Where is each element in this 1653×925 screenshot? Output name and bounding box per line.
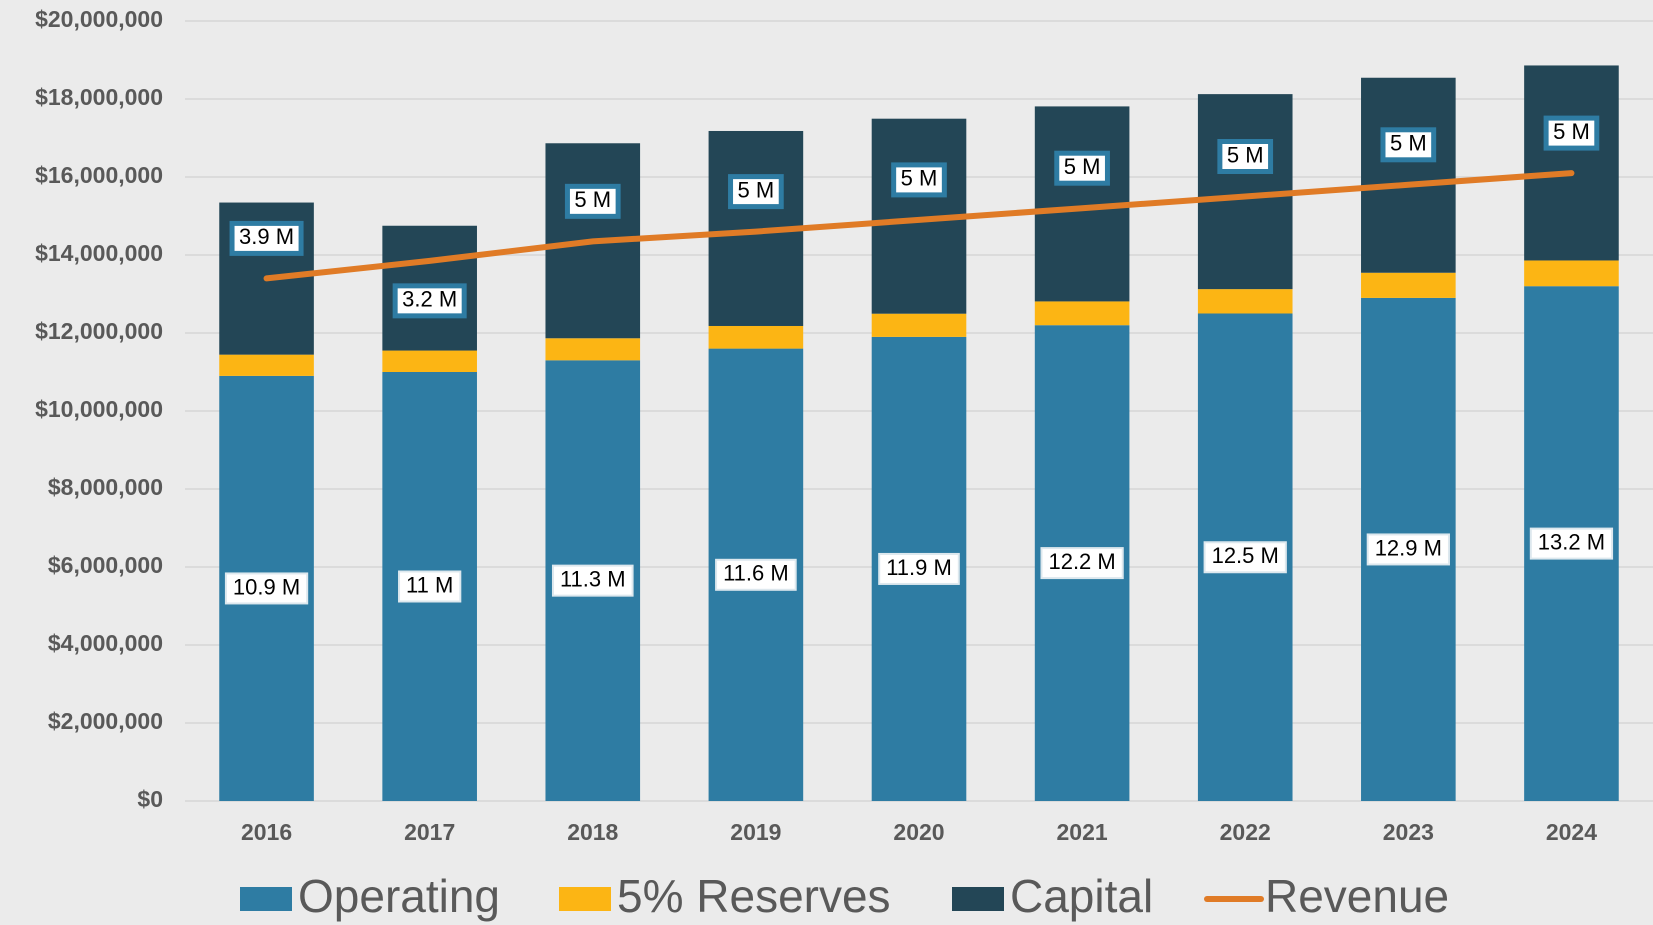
legend-label: Capital bbox=[1010, 870, 1153, 922]
y-tick-label: $12,000,000 bbox=[35, 318, 163, 344]
data-label-text: 11.6 M bbox=[723, 561, 789, 586]
bar-segment bbox=[708, 325, 804, 349]
x-tick-label: 2020 bbox=[893, 819, 944, 845]
data-label-text: 5 M bbox=[738, 177, 775, 202]
data-label-text: 5 M bbox=[901, 166, 938, 191]
data-label-text: 3.9 M bbox=[239, 224, 294, 249]
bar-segment bbox=[382, 350, 477, 372]
x-tick-label: 2018 bbox=[567, 819, 618, 845]
data-label-box bbox=[551, 564, 634, 597]
data-label-box bbox=[1217, 139, 1274, 174]
y-tick-label: $18,000,000 bbox=[35, 84, 163, 110]
y-tick-label: $20,000,000 bbox=[35, 6, 163, 32]
x-tick-label: 2016 bbox=[241, 819, 292, 845]
legend-label: Revenue bbox=[1265, 870, 1449, 922]
data-label-box bbox=[1380, 127, 1437, 163]
x-tick-label: 2017 bbox=[404, 819, 455, 845]
data-label: 12.2 M bbox=[1040, 547, 1124, 580]
y-tick-label: $8,000,000 bbox=[48, 474, 163, 500]
data-label-text: 5 M bbox=[574, 187, 611, 212]
data-label-box bbox=[728, 174, 784, 210]
data-label-text: 13.2 M bbox=[1538, 529, 1605, 554]
bar-segment bbox=[1361, 272, 1456, 298]
data-label-box bbox=[392, 283, 467, 319]
y-tick-label: $14,000,000 bbox=[35, 240, 163, 266]
data-label-box bbox=[1054, 150, 1110, 186]
bar-segment bbox=[219, 354, 314, 376]
data-label-box bbox=[891, 162, 947, 198]
y-tick-label: $16,000,000 bbox=[35, 162, 163, 188]
data-label-box bbox=[224, 572, 309, 605]
data-label-text: 11 M bbox=[406, 572, 453, 597]
bar-segment bbox=[1034, 301, 1130, 326]
y-tick-label: $4,000,000 bbox=[48, 630, 163, 656]
data-label: 10.9 M bbox=[224, 572, 309, 605]
legend-label: 5% Reserves bbox=[617, 870, 891, 922]
bar-segment bbox=[1524, 65, 1619, 261]
legend-swatch bbox=[559, 887, 611, 911]
data-label: 3.9 M bbox=[229, 220, 304, 256]
data-label-text: 11.3 M bbox=[560, 566, 626, 591]
data-label: 11.9 M bbox=[878, 552, 960, 585]
data-label: 11.6 M bbox=[715, 558, 797, 591]
data-label: 12.5 M bbox=[1203, 541, 1287, 574]
data-label-text: 10.9 M bbox=[233, 574, 300, 599]
data-label-text: 12.9 M bbox=[1375, 535, 1442, 560]
data-label: 5 M bbox=[564, 183, 621, 219]
bar-segment bbox=[1197, 289, 1293, 314]
data-label-box bbox=[229, 220, 304, 256]
data-label-text: 5 M bbox=[1227, 142, 1264, 167]
data-label: 5 M bbox=[1380, 127, 1437, 163]
y-tick-label: $0 bbox=[137, 786, 163, 812]
data-label: 3.2 M bbox=[392, 283, 467, 319]
bar-segment bbox=[871, 313, 967, 337]
y-tick-label: $2,000,000 bbox=[48, 708, 163, 734]
x-tick-label: 2021 bbox=[1057, 819, 1108, 845]
data-label-box bbox=[1203, 541, 1287, 574]
data-label-text: 5 M bbox=[1064, 154, 1101, 179]
data-label-box bbox=[1529, 527, 1614, 560]
data-label: 5 M bbox=[1543, 115, 1600, 151]
data-label: 5 M bbox=[1217, 139, 1274, 174]
bar-segment bbox=[1524, 260, 1619, 287]
data-label: 5 M bbox=[728, 174, 784, 210]
bar-segment bbox=[545, 338, 641, 361]
data-label-text: 12.5 M bbox=[1212, 543, 1279, 568]
data-label-box bbox=[564, 183, 621, 219]
data-label: 12.9 M bbox=[1366, 533, 1450, 566]
data-label: 5 M bbox=[891, 162, 947, 198]
data-label: 11.3 M bbox=[551, 564, 634, 597]
data-label-box bbox=[1543, 115, 1600, 151]
data-label-box bbox=[715, 558, 797, 591]
x-tick-label: 2022 bbox=[1220, 819, 1271, 845]
data-label: 5 M bbox=[1054, 150, 1110, 186]
y-tick-label: $10,000,000 bbox=[35, 396, 163, 422]
y-tick-label: $6,000,000 bbox=[48, 552, 163, 578]
data-label-text: 3.2 M bbox=[402, 287, 457, 312]
data-label: 11 M bbox=[398, 570, 462, 603]
line-series bbox=[263, 170, 1575, 282]
data-label-box bbox=[1366, 533, 1450, 566]
data-label-box bbox=[878, 552, 960, 585]
data-label-text: 5 M bbox=[1553, 119, 1590, 144]
data-label-text: 11.9 M bbox=[886, 555, 952, 580]
data-label: 13.2 M bbox=[1529, 527, 1614, 560]
x-tick-label: 2023 bbox=[1383, 819, 1434, 845]
legend-swatch bbox=[952, 887, 1004, 911]
data-label-text: 5 M bbox=[1390, 131, 1427, 156]
data-label-text: 12.2 M bbox=[1048, 549, 1115, 574]
legend-swatch bbox=[240, 887, 292, 911]
data-label-box bbox=[1040, 547, 1124, 580]
bar-segment bbox=[1361, 77, 1456, 273]
legend-label: Operating bbox=[298, 870, 500, 922]
x-tick-label: 2019 bbox=[730, 819, 781, 845]
data-label-box bbox=[398, 570, 462, 603]
x-tick-label: 2024 bbox=[1546, 819, 1597, 845]
